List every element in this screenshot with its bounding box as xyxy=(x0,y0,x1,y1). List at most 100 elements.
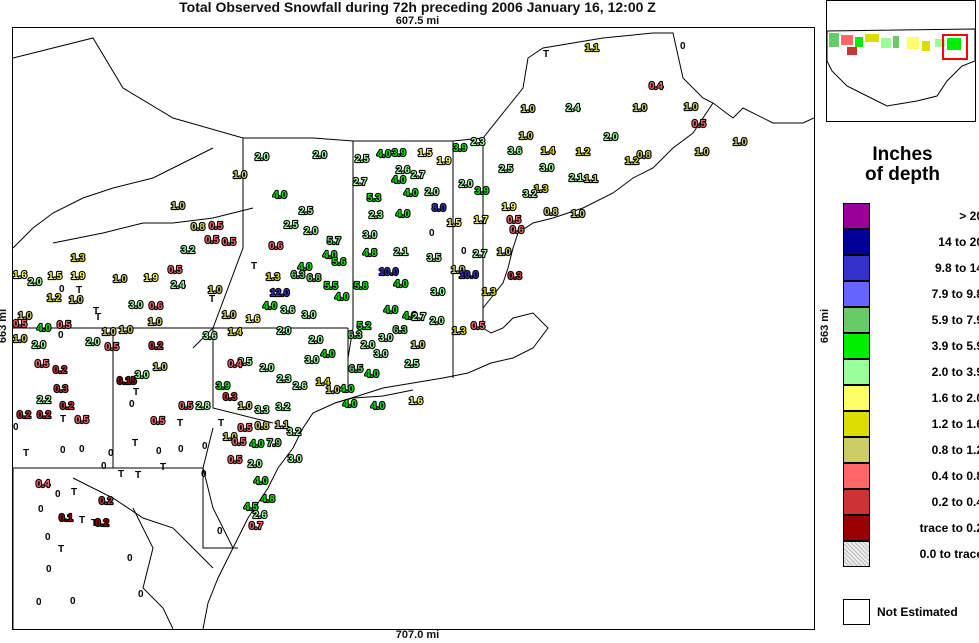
snow-observation: 1.0 xyxy=(102,327,116,338)
snow-observation: 0.6 xyxy=(269,241,283,252)
snow-observation: 0.4 xyxy=(36,479,50,490)
snow-observation: 0 xyxy=(178,444,184,455)
snow-observation: T xyxy=(218,418,224,429)
snow-observation: T xyxy=(71,487,77,498)
snow-observation: 1.9 xyxy=(71,271,85,282)
snow-observation: 0.5 xyxy=(232,437,246,448)
snow-observation: 0.8 xyxy=(191,222,205,233)
snow-observation: 2.7 xyxy=(473,249,487,260)
snow-observation: 4.0 xyxy=(250,439,264,450)
snow-observation: 0 xyxy=(680,41,686,52)
legend-label: 2.0 to 3.9 xyxy=(931,365,979,379)
snow-observation: 0 xyxy=(127,553,133,564)
snow-observation: 3.9 xyxy=(216,381,230,392)
snow-observation: 2.7 xyxy=(411,170,425,181)
snow-observation: 1.9 xyxy=(502,202,516,213)
snow-observation: 1.0 xyxy=(148,317,162,328)
snow-observation: 1.3 xyxy=(452,326,466,337)
snow-observation: 3.2 xyxy=(181,245,195,256)
snow-observation: 0 xyxy=(217,526,223,537)
top-scale-label: 607.5 mi xyxy=(395,15,440,27)
snow-observation: 0.1 xyxy=(59,513,73,524)
snow-observation: 1.0 xyxy=(233,170,247,181)
snow-observation: 1.0 xyxy=(13,334,27,345)
snow-observation: T xyxy=(95,312,101,323)
snow-observation: 1.0 xyxy=(223,432,237,443)
snow-observation: 0.3 xyxy=(223,392,237,403)
snow-observation: 10.0 xyxy=(459,270,479,281)
snow-observation: 0.2 xyxy=(60,401,74,412)
snow-observation: 3.2 xyxy=(523,189,537,200)
legend-label: 3.9 to 5.9 xyxy=(931,339,979,353)
snow-observation: 2.1 xyxy=(569,173,583,184)
legend-label: trace to 0.2 xyxy=(919,521,979,535)
snow-observation: 6.3 xyxy=(393,325,407,336)
snow-observation: 0 xyxy=(202,441,208,452)
legend-swatch xyxy=(843,411,870,437)
snow-observation: 0.5 xyxy=(168,265,182,276)
snow-observation: 3.5 xyxy=(427,253,441,264)
observation-layer: T1.1 00.41.0 2.4 1.0 1.00.51.0 2.0 1.01.01.20.… xyxy=(13,41,748,608)
snow-observation: T xyxy=(58,544,64,555)
snow-observation: 4.0 xyxy=(394,279,408,290)
legend-row: trace to 0.2 xyxy=(843,515,979,541)
legend-row: 5.9 to 7.9 xyxy=(843,307,979,333)
right-scale-label: 663 mi xyxy=(819,308,832,344)
snow-observation: 4.5 xyxy=(244,502,258,513)
snow-observation: 1.2 xyxy=(625,156,639,167)
snow-observation: 1.0 xyxy=(521,104,535,115)
snow-observation: 3.6 xyxy=(281,305,295,316)
snow-observation: 4.0 xyxy=(323,250,337,261)
snow-observation: 1.1 xyxy=(584,174,598,185)
snow-observation: 2.0 xyxy=(255,152,269,163)
legend-swatch xyxy=(843,463,870,489)
not-estimated-label: Not Estimated xyxy=(877,605,958,619)
legend-label: 0.0 to trace xyxy=(919,547,979,561)
snow-observation: 1.1 xyxy=(275,420,289,431)
snow-observation: 2.6 xyxy=(253,510,267,521)
legend-label: 14 to 20 xyxy=(938,235,979,249)
snow-observation: 1.0 xyxy=(497,247,511,258)
snow-observation: T xyxy=(93,306,99,317)
snow-observation: 1.0 xyxy=(684,102,698,113)
snow-observation: 0.2 xyxy=(99,496,113,507)
snowfall-map: T 1.1 0 0.4 1.0 2.4 1.0 1.0 0.5 1.0 2.0 1.0 1.0 1.2 0.… xyxy=(12,27,815,630)
snow-observation: 4.0 xyxy=(392,175,406,186)
snow-observation: 0 xyxy=(461,246,467,257)
snow-observation: T xyxy=(23,448,29,459)
snow-observation: T xyxy=(60,414,66,425)
snow-observation: 3.0 xyxy=(374,349,388,360)
snow-observation: 2.5 xyxy=(499,164,513,175)
snow-observation: 2.5 xyxy=(405,359,419,370)
legend-swatch xyxy=(843,359,870,385)
snow-observation: 4.0 xyxy=(273,190,287,201)
snow-observation: 6.3 xyxy=(291,270,305,281)
snow-observation: T xyxy=(543,49,549,60)
snow-observation: 10.0 xyxy=(379,267,399,278)
legend-title: Inches of depth xyxy=(835,145,970,185)
legend-swatch xyxy=(843,281,870,307)
snow-observation: 0.6 xyxy=(510,225,524,236)
snow-observation: 1.0 xyxy=(411,340,425,351)
snow-observation: 0 xyxy=(55,489,61,500)
snow-observation: T xyxy=(160,462,166,473)
snow-observation: 1.0 xyxy=(519,131,533,142)
snow-observation: 6.3 xyxy=(348,330,362,341)
snow-observation: 4.0 xyxy=(335,292,349,303)
snow-observation: 1.9 xyxy=(437,156,451,167)
snow-observation: 0.2 xyxy=(37,410,51,421)
snow-observation: 4.0 xyxy=(377,149,391,160)
legend-label: 5.9 to 7.9 xyxy=(931,313,979,327)
snow-observation: 1.2 xyxy=(47,293,61,304)
snow-observation: 0.5 xyxy=(692,119,706,130)
snow-observation: 2.7 xyxy=(412,312,426,323)
snow-observation: 3.0 xyxy=(288,454,302,465)
snow-observation: 0.2 xyxy=(95,518,109,529)
snow-observation: 2.5 xyxy=(284,220,298,231)
snow-observation: 8.0 xyxy=(432,203,446,214)
snow-observation: 3.9 xyxy=(392,148,406,159)
legend-swatch xyxy=(843,385,870,411)
locator-inset-graphic xyxy=(827,28,975,107)
snow-observation: 0 xyxy=(79,444,85,455)
snow-observation: T xyxy=(76,285,82,296)
